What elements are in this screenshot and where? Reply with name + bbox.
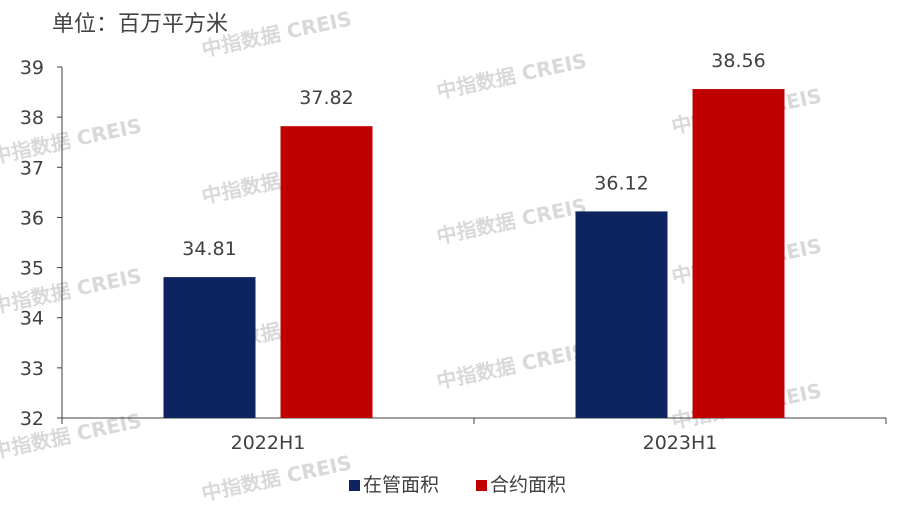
- unit-label: 单位：百万平方米: [52, 12, 229, 37]
- legend-label: 合约面积: [490, 474, 566, 496]
- y-tick-label: 35: [20, 258, 44, 280]
- y-tick-label: 34: [20, 308, 44, 330]
- y-tick-label: 37: [20, 157, 44, 179]
- legend-label: 在管面积: [363, 474, 439, 496]
- y-tick-label: 39: [20, 57, 44, 79]
- y-tick-label: 38: [20, 107, 44, 129]
- x-tick-label: 2022H1: [231, 432, 306, 454]
- bar-managed-area: [575, 211, 668, 418]
- y-tick-label: 32: [20, 408, 44, 430]
- data-label: 34.81: [182, 238, 236, 260]
- legend-swatch: [349, 480, 360, 491]
- x-tick-label: 2023H1: [643, 432, 718, 454]
- y-tick-label: 36: [20, 207, 44, 229]
- bar-contract-area: [692, 89, 785, 418]
- data-label: 36.12: [594, 172, 648, 194]
- bar-contract-area: [280, 126, 373, 418]
- legend-swatch: [476, 480, 487, 491]
- bar-managed-area: [163, 277, 256, 418]
- data-label: 38.56: [711, 50, 765, 72]
- y-tick-label: 33: [20, 358, 44, 380]
- data-label: 37.82: [299, 87, 353, 109]
